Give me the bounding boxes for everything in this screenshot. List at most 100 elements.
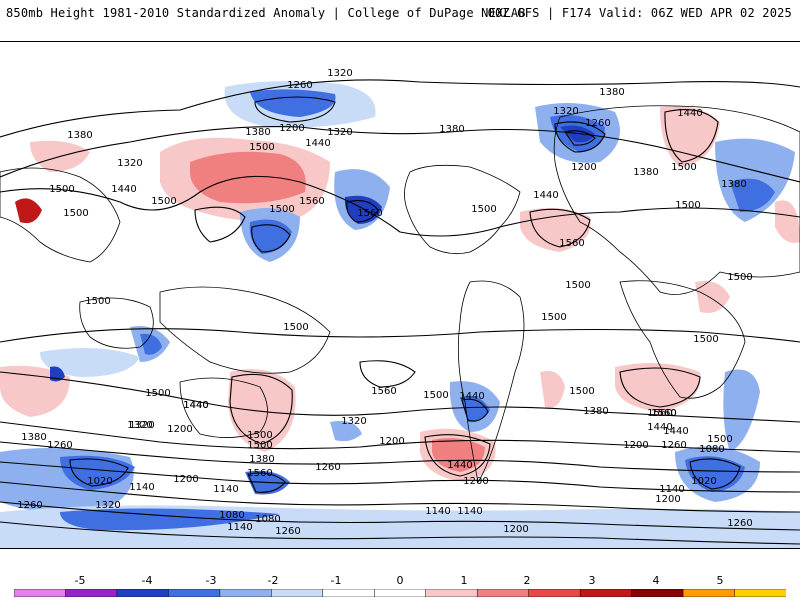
contour-label: 1500 <box>675 200 700 211</box>
contour-label: 1440 <box>305 138 330 149</box>
continent-outline <box>79 297 154 349</box>
colorbar-tick-label: -4 <box>141 574 153 587</box>
contour-label: 1500 <box>49 184 74 195</box>
contour-line <box>69 458 129 487</box>
contour-label: 1500 <box>145 388 170 399</box>
colorbar-swatch <box>734 589 786 597</box>
contour-label: 1500 <box>565 280 590 291</box>
continent-outline <box>159 286 331 374</box>
colorbar-tick-label: -1 <box>330 574 342 587</box>
contour-label: 1440 <box>647 422 672 433</box>
anomaly-blob <box>60 455 135 490</box>
contour-label: 1500 <box>247 430 272 441</box>
colorbar-swatch <box>65 589 118 597</box>
contour-label: 1320 <box>117 158 142 169</box>
colorbar-tick-label: -2 <box>267 574 279 587</box>
contour-label: 1500 <box>423 390 448 401</box>
colorbar-tick-label: 2 <box>523 574 531 587</box>
colorbar-swatches <box>14 589 786 597</box>
contour-label: 1200 <box>571 162 596 173</box>
colorbar <box>14 589 786 597</box>
contour-line <box>664 109 719 163</box>
contour-label: 1140 <box>425 506 450 517</box>
header: 850mb Height 1981-2010 Standardized Anom… <box>0 0 800 28</box>
contour-label: 1320 <box>327 127 352 138</box>
anomaly-blob <box>540 371 565 408</box>
contour-label: 1500 <box>249 142 274 153</box>
contour-line <box>247 472 286 493</box>
contour-label: 1260 <box>17 500 42 511</box>
colorbar-swatch <box>116 589 170 597</box>
contour-label: 1380 <box>67 130 92 141</box>
contour-label: 1320 <box>129 420 154 431</box>
colorbar-swatch <box>425 589 478 597</box>
contour-label: 1560 <box>371 386 396 397</box>
contour-label: 1140 <box>227 522 252 533</box>
map-panel[interactable]: 1320 1260 1380 1200 1320 1380 1500 1440 … <box>0 41 800 549</box>
anomaly-blob <box>190 151 306 204</box>
contour-line <box>0 175 800 237</box>
colorbar-tick-label: 3 <box>588 574 596 587</box>
contour-line <box>229 373 293 445</box>
contour-label: 1260 <box>727 518 752 529</box>
continent-outline <box>404 164 521 255</box>
contour-label: 1380 <box>21 432 46 443</box>
colorbar-swatch <box>14 589 67 597</box>
contour-label: 1260 <box>287 80 312 91</box>
map-title: 850mb Height 1981-2010 Standardized Anom… <box>6 6 526 20</box>
contour-label: 1320 <box>95 500 120 511</box>
contour-label: 1380 <box>245 127 270 138</box>
contour-line <box>0 79 800 138</box>
coastlines <box>0 105 800 483</box>
colorbar-swatch <box>219 589 273 597</box>
contour-label: 1200 <box>167 424 192 435</box>
contour-line <box>689 458 741 490</box>
contour-line <box>619 367 701 408</box>
contour-line <box>529 208 591 248</box>
anomaly-blob <box>775 200 800 243</box>
contour-label: 1560 <box>647 408 672 419</box>
contour-label: 1200 <box>623 440 648 451</box>
contour-line <box>0 328 800 343</box>
contour-label: 1140 <box>457 506 482 517</box>
contour-label: 1140 <box>129 482 154 493</box>
colorbar-swatch <box>528 589 581 597</box>
contour-label: 1440 <box>183 400 208 411</box>
contour-label: 1500 <box>85 296 110 307</box>
anomaly-blob <box>140 333 162 355</box>
contour-line <box>554 121 606 153</box>
contour-label: 1560 <box>651 408 676 419</box>
anomaly-blob <box>40 348 140 377</box>
contour-label: 1500 <box>471 204 496 215</box>
colorbar-tick-label: 0 <box>396 574 404 587</box>
contour-label: 1500 <box>151 196 176 207</box>
contour-label: 1560 <box>299 196 324 207</box>
contour-label: 1380 <box>599 87 624 98</box>
contour-line <box>254 96 336 123</box>
anomaly-blob <box>730 178 775 212</box>
contour-label: 1260 <box>275 526 300 537</box>
contour-line <box>0 481 800 513</box>
contour-label: 1500 <box>693 334 718 345</box>
contour-label: 1260 <box>585 118 610 129</box>
contour-label: 1080 <box>699 444 724 455</box>
contour-line <box>194 206 246 243</box>
colorbar-tick-label: 4 <box>652 574 660 587</box>
contour-label: 1260 <box>47 440 72 451</box>
contour-label: 1380 <box>439 124 464 135</box>
contour-line <box>424 434 491 477</box>
contour-labels: 1320 1260 1380 1200 1320 1380 1500 1440 … <box>17 68 752 537</box>
contour-label: 1200 <box>463 476 488 487</box>
contour-label: 1020 <box>87 476 112 487</box>
anomaly-blob <box>250 89 336 117</box>
colorbar-tick-label: -5 <box>74 574 86 587</box>
contour-line <box>564 130 596 146</box>
contour-label: 1500 <box>671 162 696 173</box>
colorbar-swatch <box>374 589 427 597</box>
height-contours <box>0 79 800 545</box>
colorbar-swatch <box>579 589 633 597</box>
colorbar-swatch <box>631 589 684 597</box>
contour-line <box>0 461 800 493</box>
contour-label: 1500 <box>247 440 272 451</box>
contour-label: 1140 <box>213 484 238 495</box>
